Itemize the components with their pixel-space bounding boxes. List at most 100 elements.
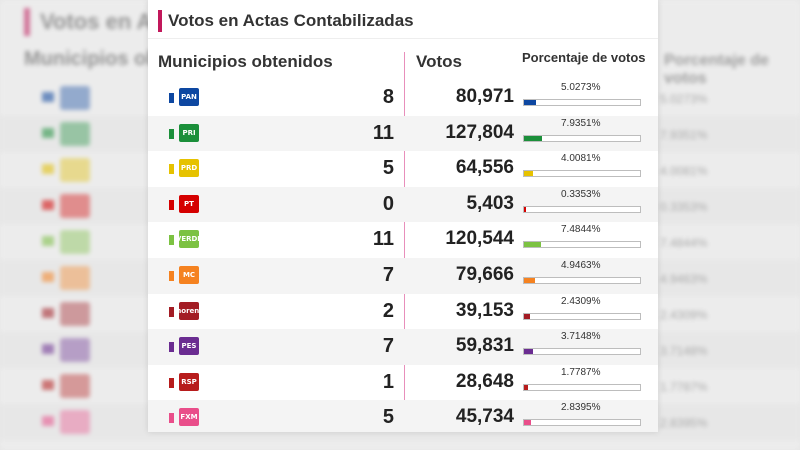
percentage-bar-fill [524,277,536,283]
percentage-bar-fill [524,171,534,177]
party-logo-icon: FXM [179,408,199,427]
background-percentage: 4.0081% [660,164,708,178]
party-row-pt[interactable]: PT 0 5,403 0.3353% [148,186,658,223]
percentage-bar [523,170,641,178]
party-row-rsp[interactable]: RSP 1 28,648 1.7787% [148,365,658,401]
background-color-marker [42,164,54,174]
party-logo-icon: RSP [179,372,199,391]
percentage-bar-fill [524,384,529,390]
party-color-marker [169,342,174,353]
municipios-count: 1 [382,370,394,393]
party-color-marker [169,377,174,388]
background-row: 1.7787% [0,368,800,404]
municipios-count: 11 [372,228,394,251]
votes-count: 39,153 [455,299,514,321]
background-color-marker [42,200,54,210]
percentage-bar [523,348,641,356]
party-logo-icon: PRI [179,123,199,142]
percentage-bar-fill [524,349,533,355]
percentage-label: 7.4844% [561,224,601,236]
background-color-marker [42,308,54,318]
percentage-bar [523,241,641,249]
title-separator [148,38,658,39]
background-percentage: 2.4309% [660,308,708,322]
party-logo-icon: morena [179,301,199,320]
party-row-prd[interactable]: PRD 5 64,556 4.0081% [148,151,658,187]
party-color-marker [169,235,174,246]
party-row-pes[interactable]: PES 7 59,831 3.7148% [148,329,658,365]
party-color-marker [169,270,174,281]
party-row-pvem[interactable]: VERDE 11 120,544 7.4844% [148,222,658,258]
background-logo-icon [60,230,90,254]
background-logo-icon [60,302,90,326]
party-logo-icon: PES [179,337,199,356]
party-row-mc[interactable]: MC 7 79,666 4.9463% [148,257,658,294]
party-logo-icon: PRD [179,159,199,178]
percentage-bar [523,276,641,284]
party-row-pri[interactable]: PRI 11 127,804 7.9351% [148,115,658,152]
header-porcentaje: Porcentaje de votos [522,50,646,65]
municipios-count: 7 [382,335,394,358]
party-color-marker [169,128,174,139]
background-logo-icon [60,194,90,218]
municipios-count: 0 [382,192,394,215]
background-percentage: 3.7148% [660,344,708,358]
percentage-label: 0.3353% [561,188,601,200]
votes-count: 28,648 [455,370,514,392]
percentage-bar-fill [524,135,543,141]
background-row: 2.4309% [0,296,800,332]
background-logo-icon [60,266,90,290]
party-color-marker [169,93,174,103]
votes-count: 79,666 [455,263,514,285]
background-percentage: 0.3353% [660,200,708,214]
percentage-label: 1.7787% [561,366,601,378]
votes-count: 80,971 [455,86,514,107]
background-subtitle-right: Porcentaje de votos [664,52,769,87]
background-row: 7.4844% [0,224,800,260]
party-logo-icon: PT [179,194,199,213]
background-color-marker [42,92,54,102]
background-color-marker [42,272,54,282]
party-row-fxm[interactable]: FXM 5 45,734 2.8395% [148,400,658,432]
party-logo-icon: PAN [179,88,199,106]
background-row: 4.0081% [0,152,800,188]
party-row-morena[interactable]: morena 2 39,153 2.4309% [148,294,658,330]
municipios-count: 5 [382,157,394,180]
percentage-bar [523,99,641,106]
percentage-bar [523,312,641,320]
percentage-bar [523,134,641,142]
party-row-pan[interactable]: PAN 8 80,971 5.0273% [148,80,658,116]
party-logo-icon: MC [179,265,199,284]
percentage-bar-fill [524,100,536,105]
percentage-label: 2.4309% [561,295,601,307]
votes-count: 64,556 [455,157,514,179]
municipios-count: 8 [382,86,394,108]
background-percentage: 4.9463% [660,272,708,286]
results-card: Votos en Actas Contabilizadas Municipios… [148,0,658,432]
party-color-marker [169,306,174,317]
background-color-marker [42,344,54,354]
percentage-label: 5.0273% [561,82,601,93]
percentage-label: 7.9351% [561,117,601,129]
background-logo-icon [60,122,90,146]
party-color-marker [169,164,174,175]
background-logo-icon [60,374,90,398]
percentage-bar-fill [524,242,542,248]
votes-count: 59,831 [455,335,514,357]
background-percentage: 7.4844% [660,236,708,250]
votes-count: 5,403 [466,192,514,214]
background-color-marker [42,416,54,426]
votes-count: 127,804 [445,121,514,143]
percentage-label: 4.9463% [561,259,601,271]
municipios-count: 5 [382,406,394,429]
votes-count: 120,544 [445,228,514,250]
percentage-bar-fill [524,313,530,319]
municipios-count: 11 [372,121,394,144]
background-color-marker [42,128,54,138]
background-logo-icon [60,338,90,362]
background-logo-icon [60,86,90,110]
column-divider [404,52,405,432]
percentage-label: 3.7148% [561,331,601,343]
party-logo-icon: VERDE [179,230,199,249]
background-percentage: 7.9351% [660,128,708,142]
